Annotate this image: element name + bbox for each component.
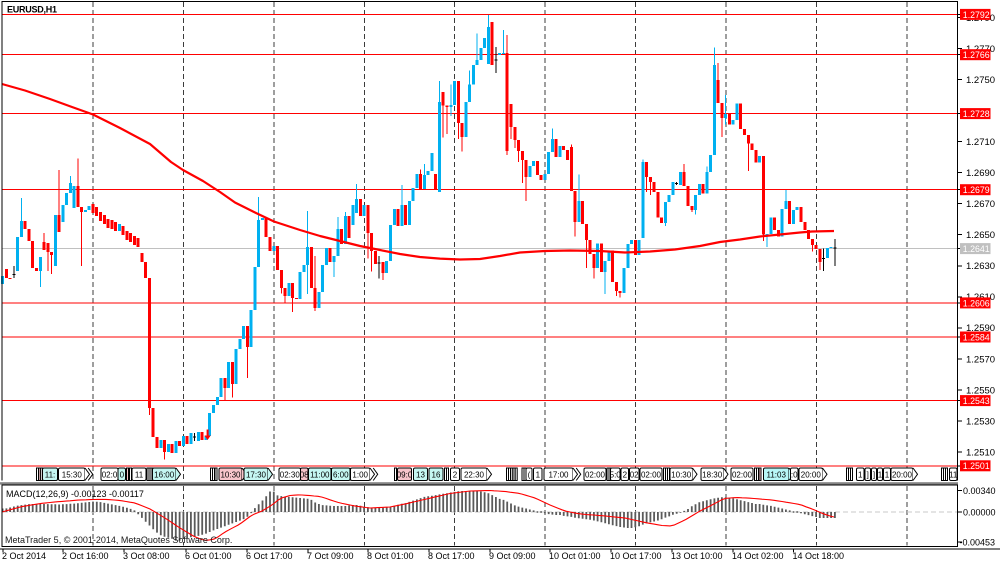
svg-text:02:0: 02:0	[102, 471, 118, 480]
svg-text:9 Oct 09:00: 9 Oct 09:00	[489, 551, 536, 561]
svg-text:08: 08	[300, 471, 309, 480]
svg-text:1.2550: 1.2550	[966, 385, 995, 396]
svg-text:8 Oct 01:00: 8 Oct 01:00	[367, 551, 414, 561]
svg-text:1.2750: 1.2750	[966, 75, 995, 86]
svg-text:3 Oct 08:00: 3 Oct 08:00	[123, 551, 170, 561]
svg-text:1.2670: 1.2670	[966, 199, 995, 210]
svg-text:1.2766: 1.2766	[963, 50, 990, 60]
svg-text:13 Oct 10:00: 13 Oct 10:00	[671, 551, 723, 561]
svg-text:1.2501: 1.2501	[963, 461, 990, 471]
svg-text::0: :0	[791, 471, 798, 480]
svg-text:02:00: 02:00	[641, 471, 662, 480]
svg-text:18:30: 18:30	[702, 471, 723, 480]
svg-text:10:30: 10:30	[671, 471, 692, 480]
svg-text:22:30: 22:30	[464, 471, 485, 480]
svg-text:1.2679: 1.2679	[963, 185, 990, 195]
svg-text:1: 1	[858, 471, 863, 480]
svg-text:1.2630: 1.2630	[966, 261, 995, 272]
svg-text:1.2590: 1.2590	[966, 323, 995, 334]
svg-text:1.2606: 1.2606	[963, 298, 990, 308]
svg-text:1.2641: 1.2641	[963, 244, 990, 254]
svg-text:17:00: 17:00	[548, 471, 569, 480]
svg-text:1.2510: 1.2510	[966, 447, 995, 458]
svg-text:MACD(12,26,9) -0.00123 -0.0011: MACD(12,26,9) -0.00123 -0.00117	[6, 489, 144, 499]
svg-text:1.2710: 1.2710	[966, 137, 995, 148]
svg-text:10 Oct 17:00: 10 Oct 17:00	[610, 551, 662, 561]
svg-text:11: 11	[135, 471, 144, 480]
svg-text:10:30: 10:30	[220, 471, 241, 480]
svg-text:20:00: 20:00	[892, 471, 913, 480]
svg-text:1:00: 1:00	[352, 471, 368, 480]
svg-text:]: ]	[867, 471, 869, 480]
svg-text:14 Oct 02:00: 14 Oct 02:00	[732, 551, 784, 561]
svg-text:2: 2	[623, 471, 628, 480]
svg-text:2: 2	[453, 471, 458, 480]
svg-text:16: 16	[432, 471, 441, 480]
svg-text:09:0: 09:0	[397, 471, 413, 480]
svg-text:6:00: 6:00	[333, 471, 349, 480]
svg-text:0.00340: 0.00340	[963, 486, 996, 496]
svg-text:6 Oct 17:00: 6 Oct 17:00	[246, 551, 293, 561]
svg-text:14 Oct 18:00: 14 Oct 18:00	[793, 551, 845, 561]
svg-text:1.2792: 1.2792	[963, 10, 990, 20]
svg-text:6 Oct 01:00: 6 Oct 01:00	[185, 551, 232, 561]
svg-text:02:00: 02:00	[732, 471, 753, 480]
svg-text:11: 11	[949, 471, 958, 480]
svg-text:1: 1	[885, 471, 890, 480]
svg-text:0.00000: 0.00000	[963, 507, 996, 517]
svg-text:11:00: 11:00	[310, 471, 330, 480]
svg-text:-0.00453: -0.00453	[960, 538, 996, 548]
svg-text:02: 02	[630, 471, 639, 480]
svg-text:(: (	[528, 471, 531, 480]
svg-text:02:30: 02:30	[280, 471, 301, 480]
svg-text:2 Oct 2014: 2 Oct 2014	[2, 551, 46, 561]
svg-text:5:0: 5:0	[610, 471, 622, 480]
svg-text:1.2584: 1.2584	[963, 332, 990, 342]
svg-text:1.2543: 1.2543	[963, 396, 990, 406]
svg-text:1.2650: 1.2650	[966, 230, 995, 241]
svg-text:1.2728: 1.2728	[963, 109, 990, 119]
svg-text:11:03: 11:03	[766, 471, 786, 480]
svg-text:]: ]	[873, 471, 875, 480]
svg-text:02:00: 02:00	[585, 471, 606, 480]
svg-text:1: 1	[536, 471, 541, 480]
svg-text:0: 0	[120, 471, 125, 480]
svg-text:13: 13	[416, 471, 425, 480]
svg-text:MetaTrader 5, © 2001-2014, Met: MetaTrader 5, © 2001-2014, MetaQuotes So…	[5, 535, 232, 545]
svg-text:17:30: 17:30	[246, 471, 267, 480]
svg-text:1.2690: 1.2690	[966, 168, 995, 179]
svg-text:1.2530: 1.2530	[966, 416, 995, 427]
svg-text:1.2570: 1.2570	[966, 354, 995, 365]
svg-text:10 Oct 01:00: 10 Oct 01:00	[549, 551, 601, 561]
svg-text:7 Oct 09:00: 7 Oct 09:00	[307, 551, 354, 561]
svg-text:16:00: 16:00	[154, 471, 175, 480]
svg-text:1: 1	[878, 471, 883, 480]
svg-text:15:30: 15:30	[62, 471, 83, 480]
svg-text:20:00: 20:00	[801, 471, 822, 480]
svg-text:8 Oct 17:00: 8 Oct 17:00	[428, 551, 475, 561]
svg-text:2 Oct 16:00: 2 Oct 16:00	[62, 551, 109, 561]
svg-text:11:: 11:	[45, 471, 56, 480]
svg-text:EURUSD,H1: EURUSD,H1	[7, 5, 57, 15]
